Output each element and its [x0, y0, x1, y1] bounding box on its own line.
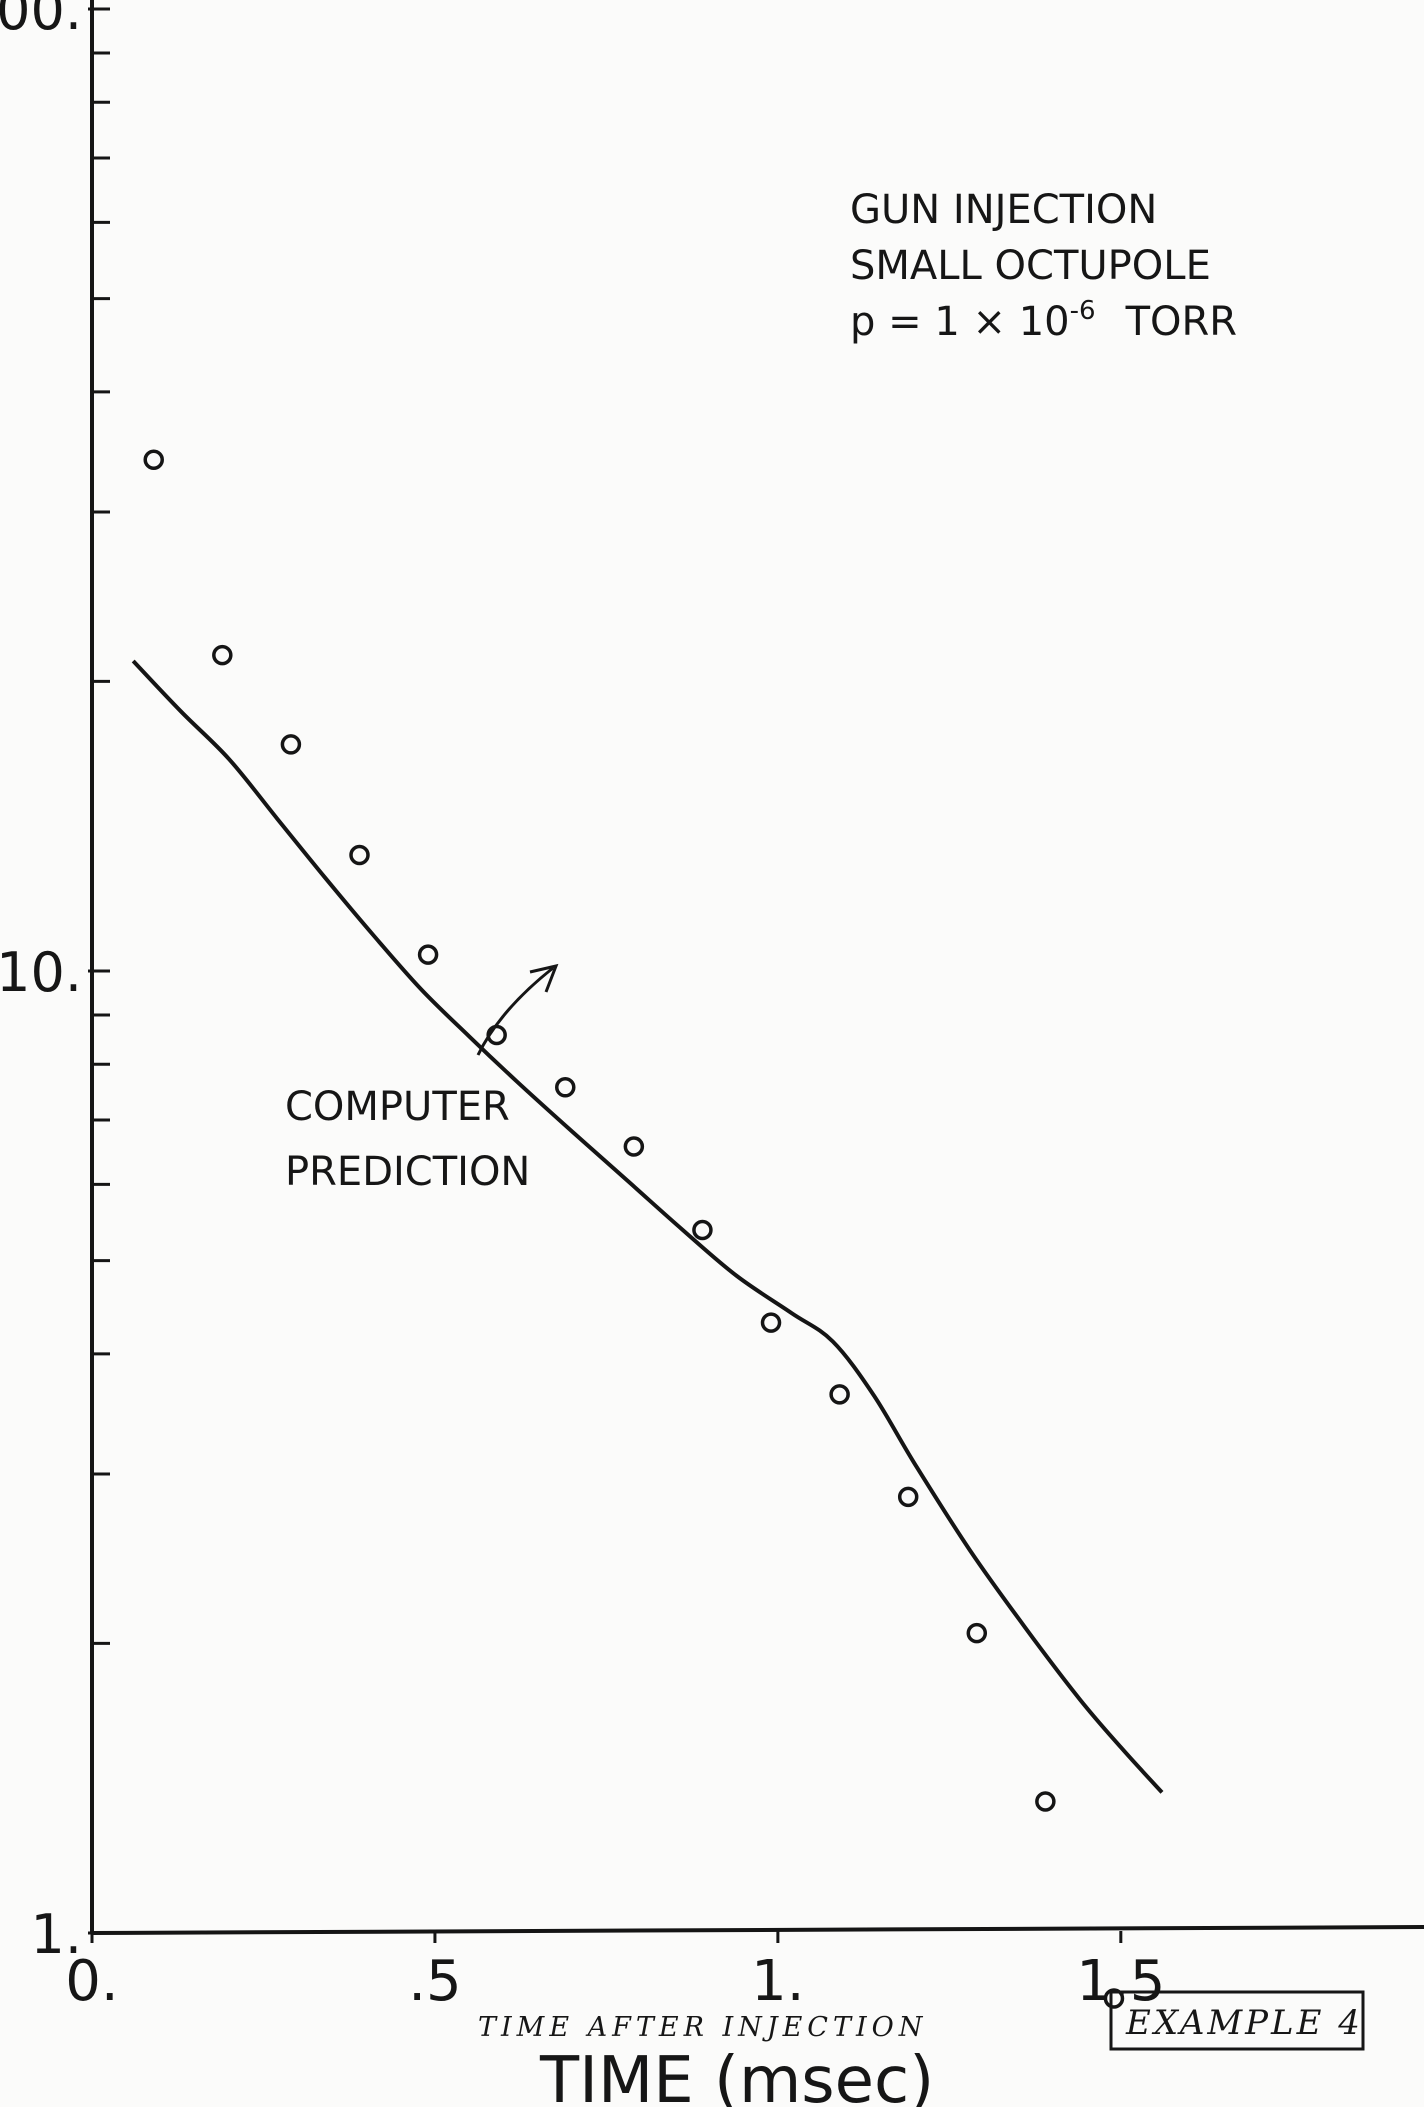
curve-label-arrowhead — [529, 963, 559, 993]
data-point — [897, 1486, 919, 1508]
curve-label-line-1: COMPUTER — [285, 1084, 510, 1130]
y-tick-label: 10. — [0, 941, 82, 1004]
data-point — [760, 1312, 782, 1333]
x-tick-label: 1. — [751, 1949, 804, 2014]
x-axis-subtitle: TIME AFTER INJECTION — [478, 2012, 927, 2043]
annotation-unit: TORR — [1125, 299, 1238, 345]
prediction-curve — [131, 659, 1164, 1794]
x-tick-label: 0. — [65, 1949, 118, 2014]
data-point — [692, 1219, 713, 1241]
x-axis-title: TIME (msec) — [539, 2044, 934, 2107]
annotation-pressure: p = 1 × 10 — [850, 299, 1070, 345]
annotation-line-1: GUN INJECTION — [850, 187, 1157, 233]
data-point — [966, 1622, 988, 1644]
chart-axes — [90, 0, 1424, 1935]
data-point — [143, 449, 164, 470]
data-point — [417, 944, 439, 965]
y-tick-label: 1. — [30, 1903, 82, 1966]
chart-ticks: 1.10.100.0..51.1.5 — [0, 0, 1165, 2014]
annotation-line-2: SMALL OCTUPOLE — [850, 243, 1211, 289]
y-tick-label: 100. — [0, 0, 82, 42]
data-point — [555, 1077, 576, 1098]
data-point — [623, 1136, 645, 1157]
annotation-exponent: -6 — [1070, 296, 1096, 326]
data-point — [280, 734, 302, 755]
chart-marks — [131, 449, 1164, 2009]
curve-label-arrow — [476, 966, 554, 1056]
data-point — [349, 844, 370, 866]
curve-label-line-2: PREDICTION — [285, 1149, 530, 1195]
data-point — [212, 644, 233, 666]
x-axis-line — [91, 1925, 1424, 1935]
annotation-line-3: p = 1 × 10-6 TORR — [850, 296, 1237, 345]
example-label: EXAMPLE 4 — [1125, 2003, 1363, 2043]
example-box — [1109, 1990, 1365, 2051]
data-point — [1035, 1791, 1056, 1812]
data-point — [829, 1384, 850, 1405]
x-tick-label: .5 — [408, 1949, 461, 2014]
